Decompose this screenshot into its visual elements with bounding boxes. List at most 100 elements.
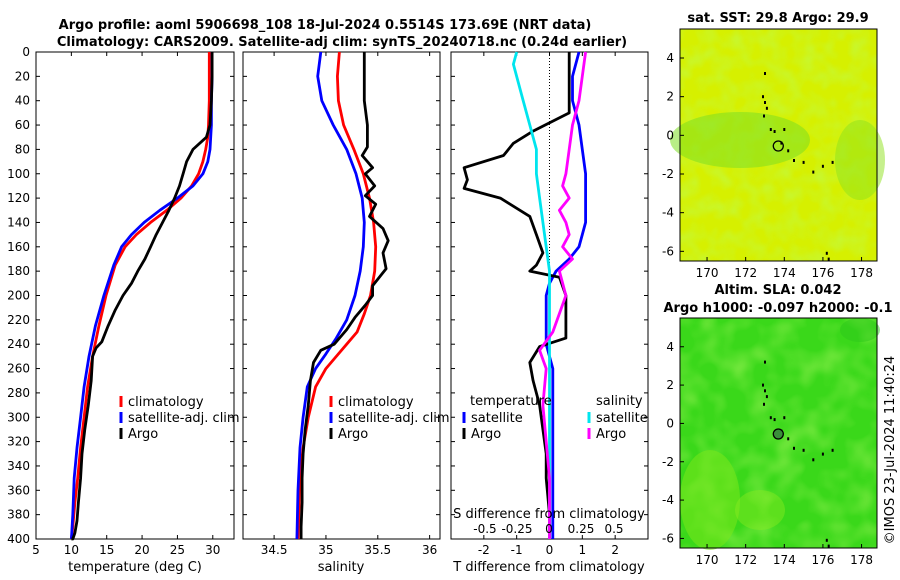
s-diff-tick: -0.25 xyxy=(501,522,532,536)
island-mark xyxy=(787,437,790,441)
island-mark xyxy=(765,106,768,110)
s-diff-tick: 0.25 xyxy=(568,522,595,536)
island-mark xyxy=(765,395,768,399)
map-x-tick-label: 174 xyxy=(773,553,796,567)
island-mark xyxy=(783,416,786,420)
map-y-tick-label: -2 xyxy=(662,455,674,469)
depth-tick-label: 140 xyxy=(7,215,30,229)
map-y-tick-label: 4 xyxy=(666,51,674,65)
legend-label-temp-satellite: satellite xyxy=(471,411,523,426)
x-tick-label: 35.5 xyxy=(364,543,391,557)
legend-label-climatology: climatology xyxy=(128,395,204,410)
x-tick-label: 35 xyxy=(318,543,333,557)
x-tick-label: -2 xyxy=(478,543,490,557)
depth-tick-label: 380 xyxy=(7,508,30,522)
copyright-notice: ©IMOS 23-Jul-2024 11:40:24 xyxy=(883,356,898,545)
difference-legend: temperature satellite Argo salinity sate… xyxy=(462,394,648,442)
x-tick-label: 20 xyxy=(134,543,149,557)
series-line-argo xyxy=(71,52,214,541)
map-x-tick-label: 172 xyxy=(734,266,757,280)
sla-map-subtitle: Argo h1000: -0.097 h2000: -0.1 xyxy=(663,301,892,316)
series-line-climatology xyxy=(296,51,378,540)
series-line-temperature-satellite xyxy=(544,51,587,539)
island-mark xyxy=(825,538,828,542)
s-diff-tick: 0 xyxy=(545,522,553,536)
island-mark xyxy=(763,114,765,118)
island-mark xyxy=(764,72,766,75)
salinity-difference-ticks: -0.5 -0.25 0 0.25 0.5 xyxy=(473,522,623,536)
x-tick-label: 2 xyxy=(611,543,619,557)
map-x-tick-label: 170 xyxy=(696,266,719,280)
depth-tick-label: 400 xyxy=(7,532,30,546)
sst-map-frame xyxy=(679,28,878,262)
sst-map: 170 172 174 176 178 4 2 0 -2 -4 -6 xyxy=(662,28,885,280)
island-mark xyxy=(787,149,790,153)
map-x-tick-label: 178 xyxy=(850,266,873,280)
island-mark xyxy=(812,170,815,174)
island-mark xyxy=(769,416,772,420)
island-mark xyxy=(802,160,805,164)
map-y-tick-label: -4 xyxy=(662,493,674,507)
sla-map-axes: 170 172 174 176 178 4 2 0 -2 -4 -6 xyxy=(662,340,873,567)
legend-label-climatology: climatology xyxy=(338,395,414,410)
island-mark xyxy=(769,128,772,131)
sst-map-cool-patch xyxy=(670,112,810,168)
island-mark xyxy=(783,128,786,131)
sla-map: 170 172 174 176 178 4 2 0 -2 -4 -6 xyxy=(662,317,880,567)
depth-tick-label: 240 xyxy=(7,337,30,351)
x-tick-label: 10 xyxy=(64,543,79,557)
map-x-tick-label: 176 xyxy=(811,266,834,280)
island-mark xyxy=(780,141,783,145)
legend-title-salinity: salinity xyxy=(596,394,643,409)
sla-map-islands xyxy=(762,360,834,548)
depth-tick-label: 340 xyxy=(7,459,30,473)
series-line-satellite-adj-clim xyxy=(295,51,366,540)
island-mark xyxy=(764,360,766,364)
island-mark xyxy=(821,452,824,456)
temperature-xlabel: temperature (deg C) xyxy=(68,560,202,575)
depth-axis: 0 20 40 60 80 100 120 140 160 180 200 220 240 260 280 3… xyxy=(7,45,30,546)
legend-label-satellite: satellite-adj. clim xyxy=(128,411,240,426)
series-line-salinity-argo xyxy=(538,51,587,539)
x-tick-label: -1 xyxy=(511,543,523,557)
temperature-panel xyxy=(35,51,235,540)
map-x-tick-label: 170 xyxy=(696,553,719,567)
sst-map-axes: 170 172 174 176 178 4 2 0 -2 -4 -6 xyxy=(662,51,873,280)
map-y-tick-label: 2 xyxy=(666,378,674,392)
depth-tick-label: 280 xyxy=(7,386,30,400)
legend-label-sal-argo: Argo xyxy=(596,427,626,442)
depth-tick-label: 180 xyxy=(7,264,30,278)
depth-tick-label: 320 xyxy=(7,435,30,449)
temperature-legend: climatology satellite-adj. clim Argo xyxy=(119,395,240,442)
s-diff-tick: 0.5 xyxy=(604,522,623,536)
depth-tick-label: 220 xyxy=(7,313,30,327)
sla-map-title: Altim. SLA: 0.042 xyxy=(715,283,842,298)
sla-map-low-patch xyxy=(840,318,880,342)
sla-map-high-patch xyxy=(680,450,740,550)
depth-tick-label: 80 xyxy=(15,142,30,156)
depth-tick-label: 300 xyxy=(7,410,30,424)
legend-label-sal-satellite: satellite xyxy=(596,411,648,426)
island-mark xyxy=(762,383,764,387)
x-tick-label: 0 xyxy=(546,543,554,557)
map-y-tick-label: 4 xyxy=(666,340,674,354)
island-mark xyxy=(827,257,830,261)
figure-title-line1: Argo profile: aoml 5906698_108 18-Jul-20… xyxy=(59,18,592,33)
x-tick-label: 15 xyxy=(99,543,114,557)
island-mark xyxy=(802,448,805,452)
map-x-tick-label: 176 xyxy=(811,553,834,567)
legend-title-temperature: temperature xyxy=(470,394,552,409)
x-tick-label: 1 xyxy=(579,543,587,557)
map-y-tick-label: -6 xyxy=(662,244,674,258)
island-mark xyxy=(762,95,764,99)
sla-map-frame xyxy=(679,317,878,549)
map-x-tick-label: 172 xyxy=(734,553,757,567)
sst-map-title: sat. SST: 29.8 Argo: 29.9 xyxy=(687,11,868,26)
salinity-xlabel: salinity xyxy=(318,560,365,575)
map-y-tick-label: -6 xyxy=(662,531,674,545)
map-y-tick-label: 0 xyxy=(666,128,674,142)
island-mark xyxy=(763,402,765,406)
legend-label-temp-argo: Argo xyxy=(471,427,501,442)
depth-tick-label: 200 xyxy=(7,289,30,303)
